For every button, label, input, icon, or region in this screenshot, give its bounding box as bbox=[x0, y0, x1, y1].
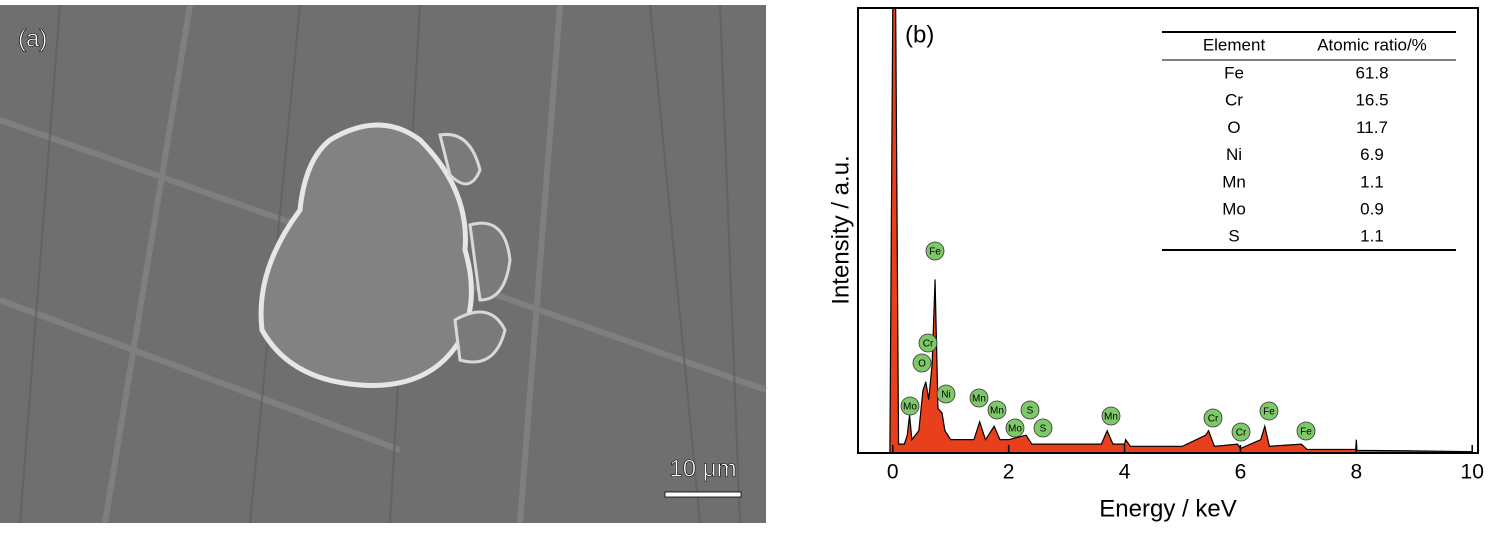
x-tick-label: 6 bbox=[1235, 461, 1247, 484]
peak-label: Fe bbox=[1263, 407, 1275, 418]
panel-label: (b) bbox=[905, 21, 934, 48]
peak-label: Mo bbox=[903, 402, 917, 413]
scale-bar-label: 10 μm bbox=[669, 455, 736, 482]
peak-marker bbox=[1259, 401, 1279, 421]
peak-label: Mn bbox=[1104, 412, 1118, 423]
peak-marker bbox=[987, 400, 1007, 420]
table-cell: 6.9 bbox=[1360, 145, 1384, 164]
table-cell: Mn bbox=[1222, 172, 1246, 191]
table-cell: 16.5 bbox=[1355, 91, 1388, 110]
peak-marker bbox=[969, 388, 989, 408]
table-header: Element bbox=[1203, 35, 1266, 54]
x-tick-label: 4 bbox=[1119, 461, 1131, 484]
peak-label: O bbox=[918, 359, 926, 370]
table-cell: Fe bbox=[1224, 63, 1244, 82]
peak-label: Cr bbox=[923, 339, 934, 350]
table-cell: Mo bbox=[1222, 199, 1246, 218]
table-header: Atomic ratio/% bbox=[1317, 35, 1427, 54]
peak-label: S bbox=[1040, 424, 1047, 435]
table-cell: Cr bbox=[1225, 91, 1243, 110]
peak-marker bbox=[900, 396, 920, 416]
peak-marker bbox=[1231, 422, 1251, 442]
peak-marker bbox=[918, 333, 938, 353]
spectrum-line bbox=[889, 7, 1473, 454]
peak-label: Mo bbox=[1008, 424, 1022, 435]
peak-label: Cr bbox=[1236, 428, 1247, 439]
peak-label: Mn bbox=[990, 406, 1004, 417]
plot-frame bbox=[857, 7, 1479, 454]
peak-marker bbox=[1033, 418, 1053, 438]
x-tick-label: 2 bbox=[1003, 461, 1015, 484]
peak-label: S bbox=[1027, 406, 1034, 417]
table-cell: 1.1 bbox=[1360, 227, 1384, 246]
peak-marker bbox=[1203, 408, 1223, 428]
table-cell: S bbox=[1228, 227, 1239, 246]
eds-chart: 0 2 4 6 8 10 (b) Energy / keV Intensity / a.u. Fe… bbox=[827, 7, 1484, 522]
x-tick-label: 8 bbox=[1350, 461, 1362, 484]
peak-marker bbox=[1101, 406, 1121, 426]
peak-marker bbox=[912, 353, 932, 373]
table-cell: 11.7 bbox=[1356, 118, 1388, 137]
table-cell: 0.9 bbox=[1360, 199, 1384, 218]
inclusion bbox=[258, 122, 474, 388]
y-axis-label: Intensity / a.u. bbox=[827, 155, 854, 304]
table-cell: 1.1 bbox=[1360, 172, 1384, 191]
peak-label: Fe bbox=[1300, 427, 1312, 438]
peak-marker bbox=[925, 241, 945, 261]
x-tick-label: 10 bbox=[1461, 461, 1484, 484]
peak-marker bbox=[1020, 400, 1040, 420]
sem-image: (a) 10 μm bbox=[0, 4, 767, 524]
x-axis-label: Energy / keV bbox=[1099, 495, 1236, 522]
peak-marker bbox=[1005, 418, 1025, 438]
peak-marker bbox=[1296, 421, 1316, 441]
peak-label: Cr bbox=[1208, 414, 1219, 425]
peak-label: Mn bbox=[972, 394, 986, 405]
table-cell: 61.8 bbox=[1355, 63, 1388, 82]
table-cell: Ni bbox=[1226, 145, 1242, 164]
peak-label: Ni bbox=[941, 390, 950, 401]
panel-label: (a) bbox=[18, 25, 47, 52]
peak-marker bbox=[936, 384, 956, 404]
scale-bar bbox=[664, 491, 742, 498]
x-tick-label: 0 bbox=[887, 461, 899, 484]
peak-label: Fe bbox=[929, 247, 941, 258]
table-cell: O bbox=[1227, 118, 1240, 137]
